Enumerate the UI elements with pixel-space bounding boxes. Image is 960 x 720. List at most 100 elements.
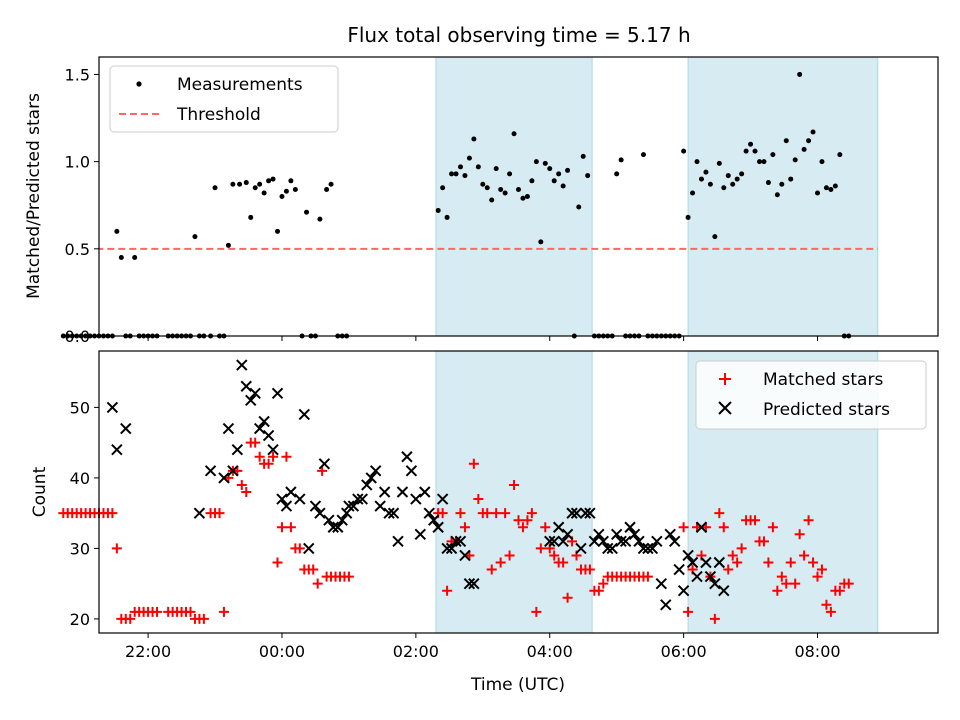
measurement-point	[614, 171, 620, 177]
y-tick-label: 40	[70, 469, 90, 488]
predicted-star-point	[700, 556, 712, 569]
predicted-star-point	[664, 528, 676, 541]
predicted-star-point	[427, 514, 440, 526]
matched-star-point	[558, 557, 569, 568]
matched-star-point	[531, 606, 542, 617]
predicted-star-point	[240, 380, 252, 392]
predicted-star-point	[347, 500, 360, 512]
predicted-star-point	[642, 542, 654, 555]
matched-star-point	[281, 451, 292, 462]
predicted-star-point	[369, 465, 382, 477]
measurement-point	[585, 173, 591, 179]
measurement-point	[74, 333, 80, 339]
predicted-star-point	[668, 535, 681, 548]
matched-star-point	[504, 550, 515, 561]
measurement-point	[507, 171, 513, 177]
matched-star-point	[437, 508, 448, 519]
measurement-point	[435, 207, 441, 213]
predicted-star-point	[405, 465, 418, 477]
matched-star-point	[263, 458, 274, 469]
predicted-star-point	[713, 556, 726, 569]
matched-star-point	[549, 550, 560, 561]
matched-star-point	[308, 564, 319, 575]
predicted-star-point	[459, 549, 471, 562]
measurement-point	[252, 185, 258, 191]
matched-star-point	[825, 606, 836, 617]
predicted-star-point	[262, 429, 275, 442]
predicted-star-point	[624, 521, 636, 533]
measurement-point	[440, 185, 446, 191]
predicted-star-point	[267, 443, 279, 456]
matched-star-point	[268, 451, 279, 462]
measurement-point	[453, 171, 459, 177]
measurement-point	[730, 181, 736, 187]
measurement-point	[828, 187, 834, 193]
matched-star-point	[732, 557, 743, 568]
matched-star-point	[776, 571, 787, 582]
matched-star-point	[718, 522, 729, 533]
matched-star-point	[500, 508, 511, 519]
matched-star-point	[459, 522, 470, 533]
measurement-point	[328, 181, 334, 187]
measurement-point	[248, 214, 254, 220]
measurement-point	[685, 214, 691, 220]
predicted-star-point	[410, 493, 422, 505]
x-tick-label: 22:00	[125, 642, 171, 661]
measurement-point	[69, 333, 75, 339]
matched-star-point	[598, 578, 609, 589]
matched-star-point	[285, 522, 296, 533]
matched-star-point	[214, 508, 225, 519]
predicted-star-point	[285, 486, 297, 498]
observing-window-2	[687, 57, 879, 336]
predicted-star-point	[557, 535, 569, 548]
predicted-star-point	[597, 535, 610, 548]
legend-threshold: Threshold	[176, 105, 261, 125]
matched-star-point	[517, 522, 528, 533]
predicted-star-point	[450, 535, 462, 548]
measurement-point	[788, 176, 794, 182]
predicted-star-point	[271, 387, 284, 400]
measurement-point	[502, 190, 508, 196]
measurement-point	[212, 185, 218, 191]
measurement-point	[837, 152, 843, 158]
measurement-point	[304, 209, 310, 215]
matched-star-point	[526, 508, 537, 519]
predicted-star-point	[570, 507, 583, 519]
measurement-point	[489, 197, 495, 203]
observing-window-1	[435, 351, 593, 633]
predicted-star-point	[352, 493, 364, 505]
predicted-star-point	[392, 535, 404, 548]
measurement-point	[565, 167, 571, 173]
predicted-star-point	[651, 535, 663, 548]
matched-star-point	[107, 508, 118, 519]
measurement-point	[681, 148, 687, 154]
predicted-star-point	[336, 514, 348, 526]
measurement-point	[698, 176, 704, 182]
predicted-star-point	[588, 535, 601, 548]
matched-star-point	[767, 522, 778, 533]
predicted-star-point	[387, 507, 400, 519]
measurement-point	[457, 164, 463, 170]
predicted-star-point	[276, 493, 288, 505]
predicted-star-point	[561, 528, 574, 541]
predicted-star-point	[236, 359, 248, 371]
measurement-point	[466, 155, 472, 161]
measurement-point	[266, 178, 272, 184]
predicted-star-point	[468, 577, 480, 590]
predicted-star-point	[314, 507, 326, 519]
predicted-star-point	[454, 535, 467, 548]
matched-star-point	[250, 437, 261, 448]
predicted-star-point	[718, 584, 730, 597]
predicted-star-point	[253, 422, 266, 435]
measurement-point	[707, 181, 713, 187]
matched-star-point	[709, 613, 720, 624]
predicted-star-point	[548, 535, 560, 548]
measurement-point	[480, 181, 486, 187]
measurement-point	[765, 180, 771, 186]
predicted-star-point	[695, 521, 708, 533]
measurement-point	[324, 187, 330, 193]
predicted-star-point	[356, 493, 369, 505]
legend-measurements: Measurements	[177, 75, 303, 95]
measurement-point	[132, 255, 138, 261]
